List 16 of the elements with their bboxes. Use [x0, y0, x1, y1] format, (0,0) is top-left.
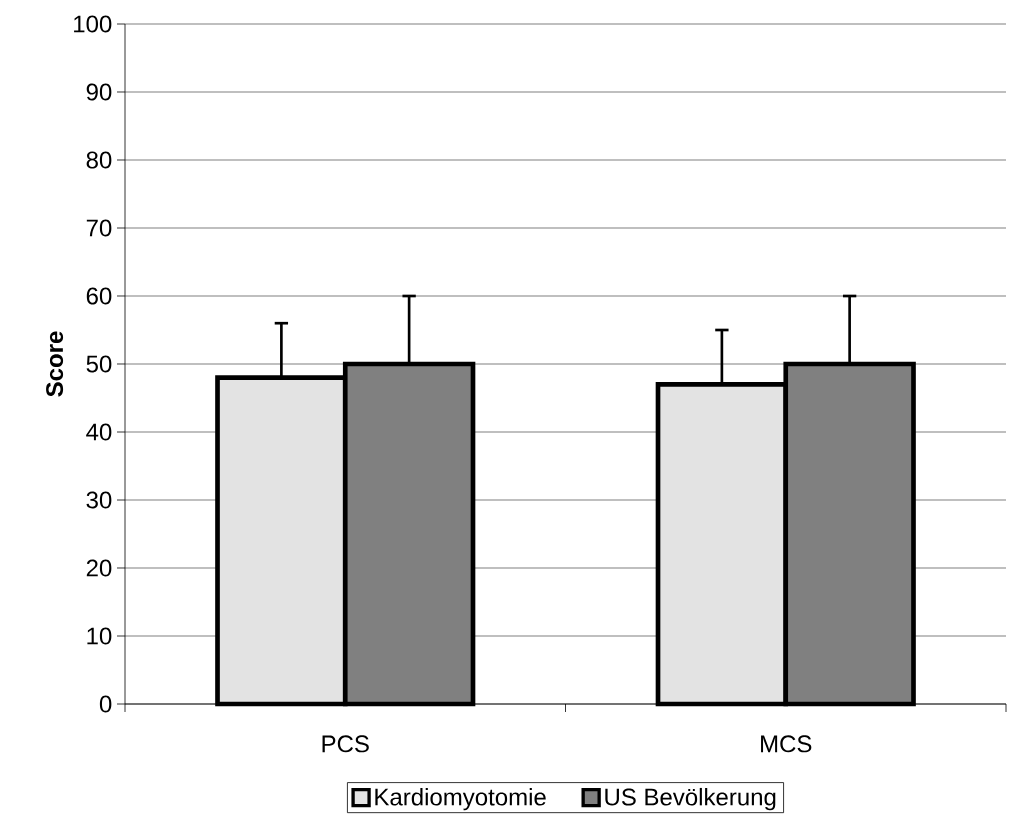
x-tick-label: MCS: [761, 735, 812, 753]
y-tick-label: 80: [86, 151, 112, 169]
y-tick-label: 20: [86, 559, 112, 577]
y-tick-label: 100: [74, 15, 112, 33]
x-tick-label: PCS: [322, 735, 369, 753]
y-tick-label: 0: [99, 695, 112, 713]
y-tick-label: 40: [86, 423, 112, 441]
y-tick-label: 70: [86, 219, 112, 237]
legend-label: Kardiomyotomie: [375, 787, 546, 811]
y-tick-label: 10: [87, 627, 112, 645]
legend-label: US Bevölkerung: [605, 787, 776, 811]
y-tick-label: 50: [86, 355, 112, 373]
y-tick-label: 60: [86, 287, 112, 305]
y-tick-label: 90: [86, 83, 112, 101]
y-tick-label: 30: [86, 491, 112, 509]
y-axis-title: Score: [46, 331, 64, 397]
